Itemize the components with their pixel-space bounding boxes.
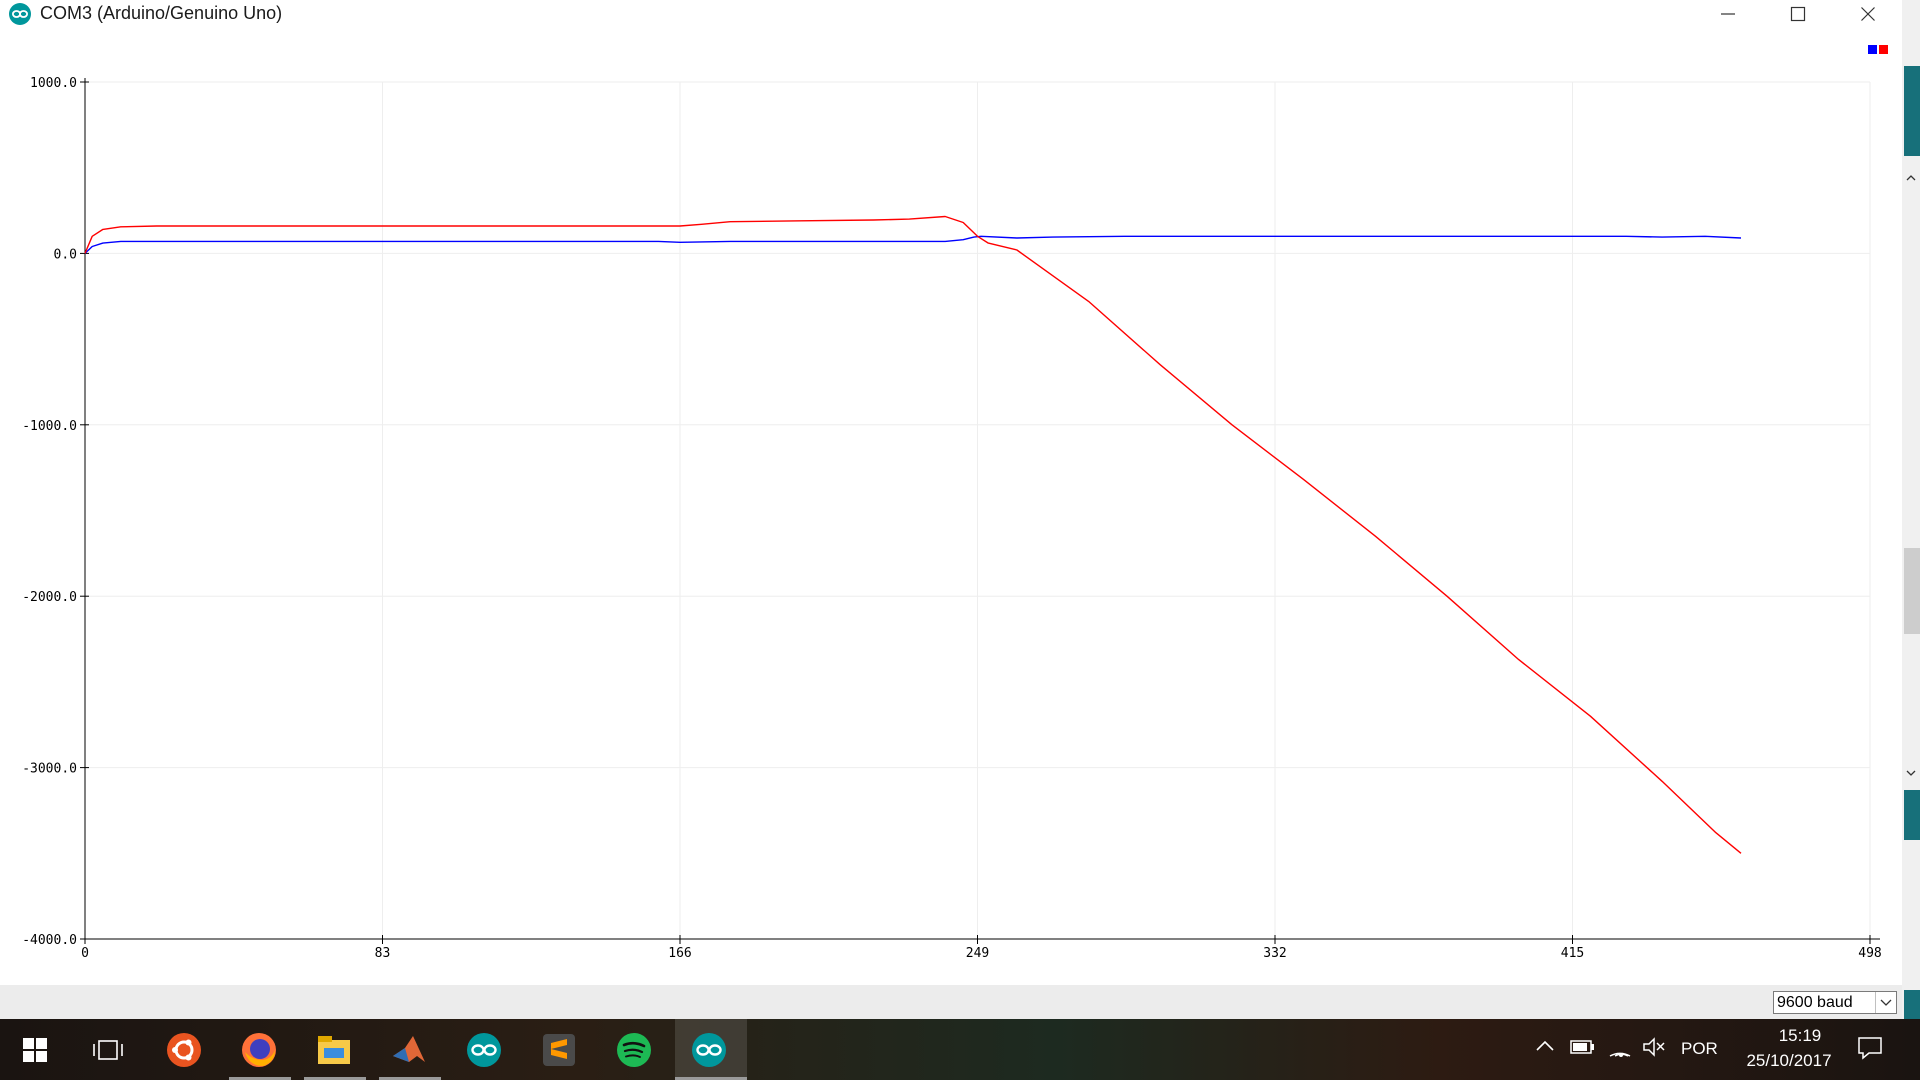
y-tick-label: -3000.0 (22, 762, 77, 777)
battery-status[interactable] (1570, 1039, 1596, 1060)
volume-status[interactable] (1642, 1037, 1666, 1062)
serial-plotter-chart: 1000.0 0.0 -1000.0 -2000.0 -3000.0 -4000.0 0 83… (22, 76, 1882, 961)
chevron-up-icon (1536, 1040, 1554, 1051)
minimize-icon (1721, 13, 1735, 15)
spotify-icon (617, 1033, 651, 1067)
series-line-red (84, 215, 1742, 854)
scroll-down-icon[interactable] (1906, 765, 1916, 776)
taskbar-app-firefox[interactable] (236, 1027, 282, 1073)
x-tick-label: 332 (1263, 946, 1286, 961)
show-hidden-icons-button[interactable] (1535, 1039, 1555, 1058)
chevron-down-icon (1875, 992, 1896, 1013)
battery-icon (1570, 1040, 1594, 1054)
task-view-button[interactable] (85, 1027, 131, 1073)
taskbar-app-sublime-text[interactable] (536, 1027, 582, 1073)
close-button[interactable] (1833, 0, 1903, 28)
y-tick-label: -1000.0 (22, 419, 77, 434)
input-language[interactable]: POR (1681, 1039, 1718, 1058)
legend-series-red (1879, 45, 1888, 54)
title-bar: COM3 (Arduino/Genuino Uno) (0, 0, 1902, 28)
baud-rate-select[interactable]: 9600 baud (1773, 991, 1897, 1014)
task-view-icon (93, 1040, 123, 1060)
y-tick-label: -2000.0 (22, 590, 77, 605)
x-tick-label: 249 (966, 946, 989, 961)
matlab-icon (393, 1036, 425, 1062)
network-status[interactable] (1608, 1036, 1632, 1063)
scrollbar-thumb[interactable] (1904, 548, 1920, 634)
close-icon (1861, 7, 1875, 21)
file-explorer-icon (318, 1036, 350, 1064)
x-tick-label: 166 (668, 946, 691, 961)
ubuntu-icon (167, 1033, 201, 1067)
taskbar-app-arduino-active[interactable] (686, 1027, 732, 1073)
taskbar-app-spotify[interactable] (611, 1027, 657, 1073)
x-tick-label: 415 (1561, 946, 1584, 961)
clock-date[interactable]: 25/10/2017 (1746, 1051, 1832, 1070)
plotter-footer (0, 985, 1902, 1019)
firefox-icon (242, 1033, 276, 1067)
taskbar-app-arduino[interactable] (461, 1027, 507, 1073)
taskbar-app-ubuntu[interactable] (161, 1027, 207, 1073)
x-tick-label: 83 (375, 946, 391, 961)
x-tick-label: 0 (81, 946, 89, 961)
scroll-up-icon[interactable] (1906, 170, 1916, 181)
taskbar-app-file-explorer[interactable] (311, 1027, 357, 1073)
y-tick-label: 0.0 (54, 247, 77, 262)
maximize-icon (1790, 6, 1806, 22)
clock-time[interactable]: 15:19 (1778, 1026, 1822, 1045)
taskbar-app-matlab[interactable] (386, 1027, 432, 1073)
windows-start-icon (23, 1038, 47, 1062)
series-line-blue (84, 235, 1742, 254)
action-center-button[interactable] (1857, 1036, 1883, 1065)
volume-muted-icon (1643, 1037, 1665, 1057)
baud-rate-value: 9600 baud (1777, 994, 1853, 1011)
notification-icon (1858, 1037, 1882, 1060)
window-title: COM3 (Arduino/Genuino Uno) (40, 3, 283, 23)
windows-start-button[interactable] (12, 1027, 58, 1073)
legend-series-blue (1868, 45, 1877, 54)
arduino-icon (467, 1033, 501, 1067)
background-window-edge (1902, 0, 1920, 1020)
y-tick-label: -4000.0 (22, 933, 77, 948)
arduino-icon (9, 3, 31, 25)
sublime-text-icon (543, 1034, 575, 1066)
arduino-icon (692, 1033, 726, 1067)
maximize-button[interactable] (1763, 0, 1833, 28)
y-tick-label: 1000.0 (30, 76, 77, 91)
minimize-button[interactable] (1693, 0, 1763, 28)
taskbar: POR 15:19 25/10/2017 (0, 1019, 1920, 1080)
x-tick-label: 498 (1858, 946, 1881, 961)
wifi-icon (1609, 1052, 1631, 1057)
